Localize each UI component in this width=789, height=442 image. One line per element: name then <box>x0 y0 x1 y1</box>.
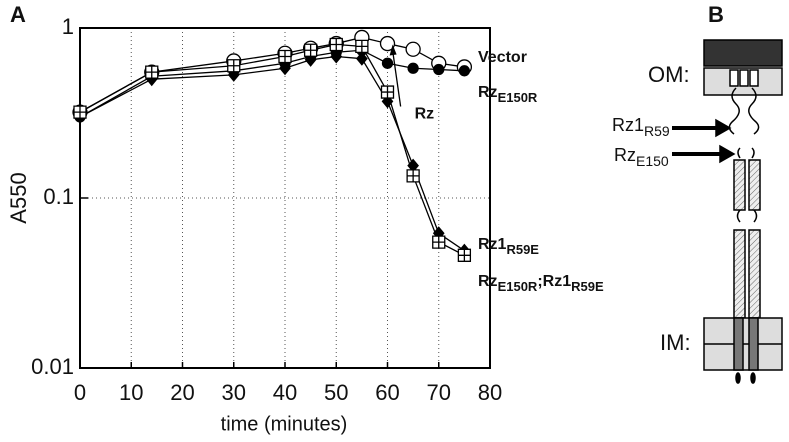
x-tick-label: 20 <box>170 380 194 405</box>
x-tick-label: 60 <box>375 380 399 405</box>
marker <box>381 57 394 69</box>
tm-domain <box>733 317 744 371</box>
x-tick-label: 50 <box>324 380 348 405</box>
x-tick-label: 40 <box>273 380 297 405</box>
label-part: Rz <box>478 273 498 290</box>
series-line <box>79 49 465 118</box>
marker <box>303 43 318 57</box>
rz-end <box>737 147 755 159</box>
lipoprotein <box>749 69 759 87</box>
rz-helix <box>733 229 746 319</box>
marker <box>406 169 420 183</box>
y-tick-label: 0.1 <box>43 184 74 209</box>
label-sub: E150R <box>498 90 538 105</box>
arrow-head <box>715 118 732 138</box>
x-tick-label: 10 <box>119 380 143 405</box>
membrane-label: IM: <box>660 330 691 355</box>
site-label: Rz1R59 <box>612 115 670 139</box>
marker <box>458 65 471 77</box>
marker <box>433 63 445 76</box>
label-part: ;Rz1 <box>537 273 571 290</box>
marker <box>355 39 369 53</box>
marker <box>432 235 446 249</box>
diagram: B OM: IM: Rz1R59 RzE150 <box>612 2 783 384</box>
membrane-label: OM: <box>648 62 690 87</box>
label-part: Rz <box>478 84 498 101</box>
panel-label: B <box>708 2 724 27</box>
label-part: Vector <box>478 49 527 66</box>
label-part: Rz1 <box>612 115 644 135</box>
om-outer <box>703 39 783 67</box>
marker <box>227 59 241 73</box>
annotation-arrowhead <box>389 44 397 56</box>
x-tick-label: 30 <box>222 380 246 405</box>
tail <box>735 372 741 384</box>
annotation-arrow <box>391 50 402 107</box>
panel-label: A <box>10 2 26 27</box>
site-label: RzE150 <box>614 145 669 169</box>
label-part: Rz <box>614 145 636 165</box>
marker <box>330 49 343 64</box>
marker <box>278 49 292 64</box>
lipoprotein <box>729 69 739 87</box>
y-tick-label: 0.01 <box>31 354 74 379</box>
label-part: Rz1 <box>478 236 507 253</box>
x-tick-label: 0 <box>74 380 86 405</box>
marker <box>356 51 368 66</box>
arrow-head <box>719 144 736 164</box>
marker <box>145 65 159 79</box>
rz-helix <box>748 229 761 319</box>
marker <box>304 52 317 67</box>
label-sub: R59E <box>506 242 539 257</box>
series-label: Vector <box>478 49 527 66</box>
x-tick-label: 80 <box>478 380 502 405</box>
marker <box>457 248 472 262</box>
x-tick-label: 70 <box>427 380 451 405</box>
x-axis-label: time (minutes) <box>221 413 348 435</box>
label-sub: E150R <box>498 279 538 294</box>
rz-helix <box>748 159 761 211</box>
marker <box>329 37 343 52</box>
marker <box>407 62 419 74</box>
label-sub: R59 <box>644 123 670 139</box>
label-sub: E150 <box>636 153 669 169</box>
plot-frame <box>79 27 491 369</box>
marker <box>379 35 396 52</box>
y-axis-label: A550 <box>6 172 31 223</box>
tail <box>750 372 756 384</box>
lipoprotein <box>739 69 749 87</box>
marker <box>380 85 395 99</box>
marker <box>73 105 87 119</box>
rz-linker <box>736 209 758 223</box>
series-label: Rz1R59E <box>478 236 539 257</box>
rz-helix <box>733 159 746 211</box>
y-tick-label: 1 <box>62 14 74 39</box>
marker <box>279 61 291 76</box>
plot: 0 10 20 30 40 50 60 70 800.010.11VectorRzE150RRz… <box>31 14 604 405</box>
annotation: Rz <box>415 106 435 123</box>
marker <box>405 41 421 57</box>
tm-domain <box>748 317 759 371</box>
label-sub: R59E <box>571 279 604 294</box>
series-label: RzE150R <box>478 84 538 105</box>
series-label: RzE150R;Rz1R59E <box>478 273 604 294</box>
